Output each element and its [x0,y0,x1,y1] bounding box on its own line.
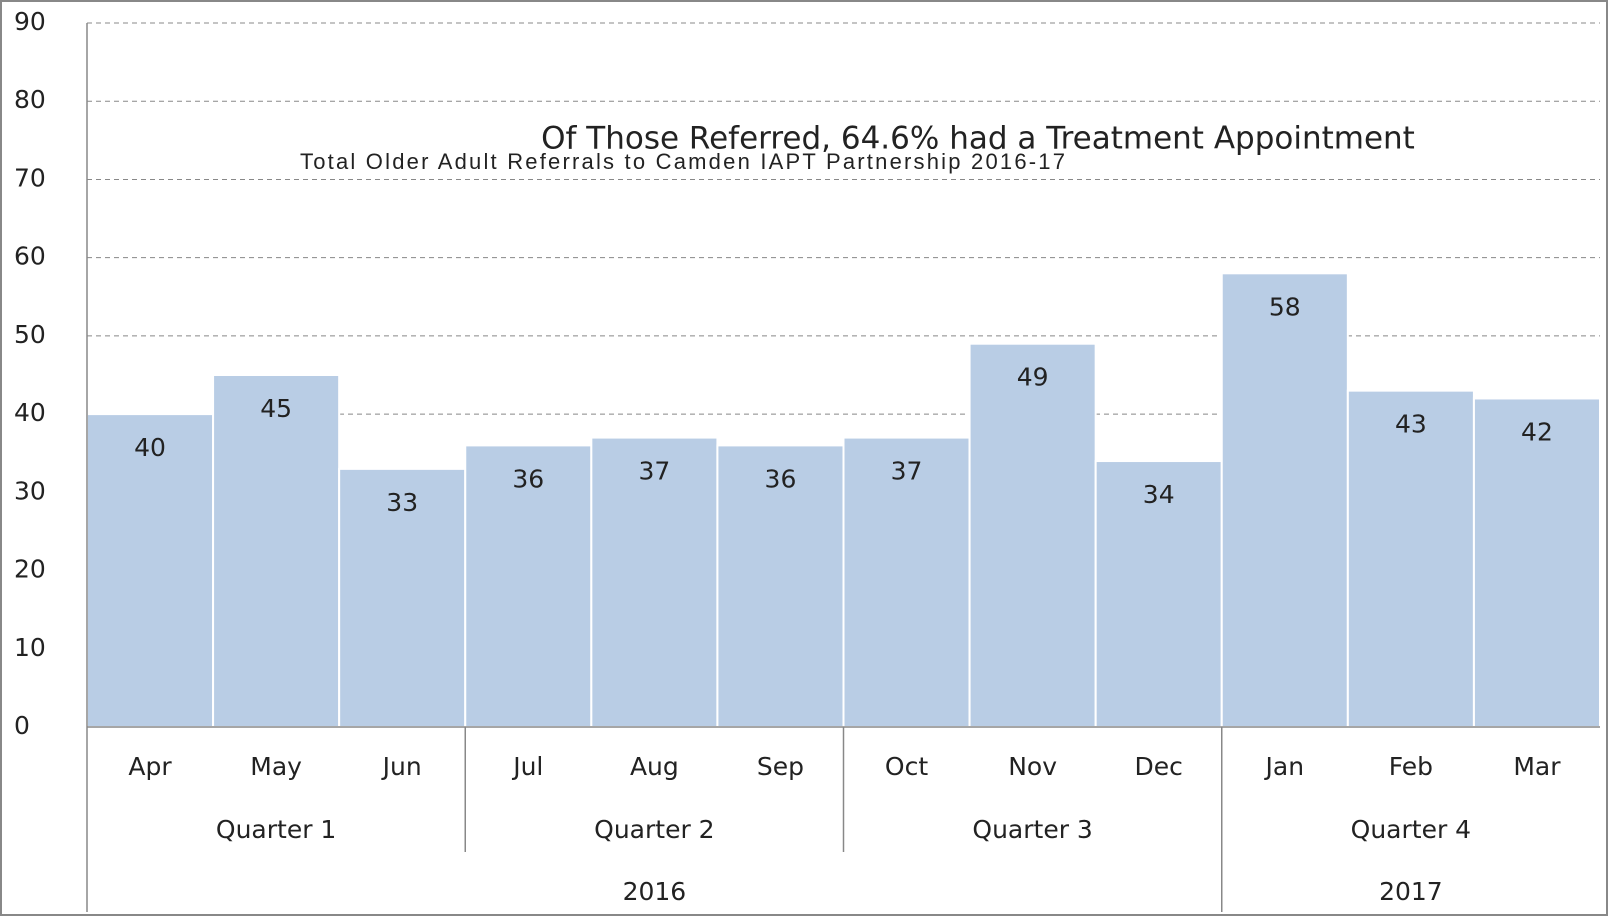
bar [716,444,845,728]
data-label: 42 [1521,417,1553,446]
data-label: 49 [1017,363,1049,392]
chart-subtitle: Total Older Adult Referrals to Camden IA… [300,149,1065,174]
x-tick-label: Jun [381,752,422,781]
data-label: 37 [891,457,923,486]
x-tick-label: Dec [1135,752,1183,781]
data-label: 36 [765,464,797,493]
y-tick-label: 80 [14,85,46,114]
bar [842,436,971,728]
data-label: 43 [1395,410,1427,439]
x-tick-label: Nov [1008,752,1057,781]
data-label: 58 [1269,292,1301,321]
y-tick-label: 50 [14,320,46,349]
group-label: Quarter 2 [594,815,714,844]
x-tick-label: Sep [757,752,804,781]
group-label: Quarter 3 [972,815,1092,844]
data-label: 37 [638,457,670,486]
bar [968,342,1097,728]
y-tick-label: 20 [14,555,46,584]
bar [1346,389,1475,728]
x-tick-label: Jan [1264,752,1305,781]
bar [1094,460,1223,728]
group-label: Quarter 1 [216,815,336,844]
data-label: 34 [1143,480,1175,509]
group-label: Quarter 4 [1351,815,1471,844]
y-tick-label: 0 [14,711,30,740]
x-tick-label: May [250,752,302,781]
data-label: 33 [386,488,418,517]
bar [1220,272,1349,728]
bar [1472,397,1601,728]
data-label: 40 [134,433,166,462]
x-tick-label: Oct [885,752,928,781]
x-tick-label: Feb [1389,752,1433,781]
data-label: 36 [512,464,544,493]
x-tick-label: Jul [511,752,543,781]
supergroup-label: 2017 [1379,877,1443,906]
data-label: 45 [260,394,292,423]
y-tick-label: 90 [14,7,46,36]
y-tick-label: 60 [14,242,46,271]
y-tick-label: 40 [14,398,46,427]
y-tick-label: 30 [14,476,46,505]
bar [212,374,341,728]
supergroup-label: 2016 [623,877,687,906]
y-tick-label: 10 [14,633,46,662]
chart-title: Of Those Referred, 64.6% had a Treatment… [541,121,1415,157]
x-tick-label: Mar [1513,752,1561,781]
x-tick-label: Apr [128,752,172,781]
x-tick-label: Aug [630,752,679,781]
y-tick-label: 70 [14,163,46,192]
